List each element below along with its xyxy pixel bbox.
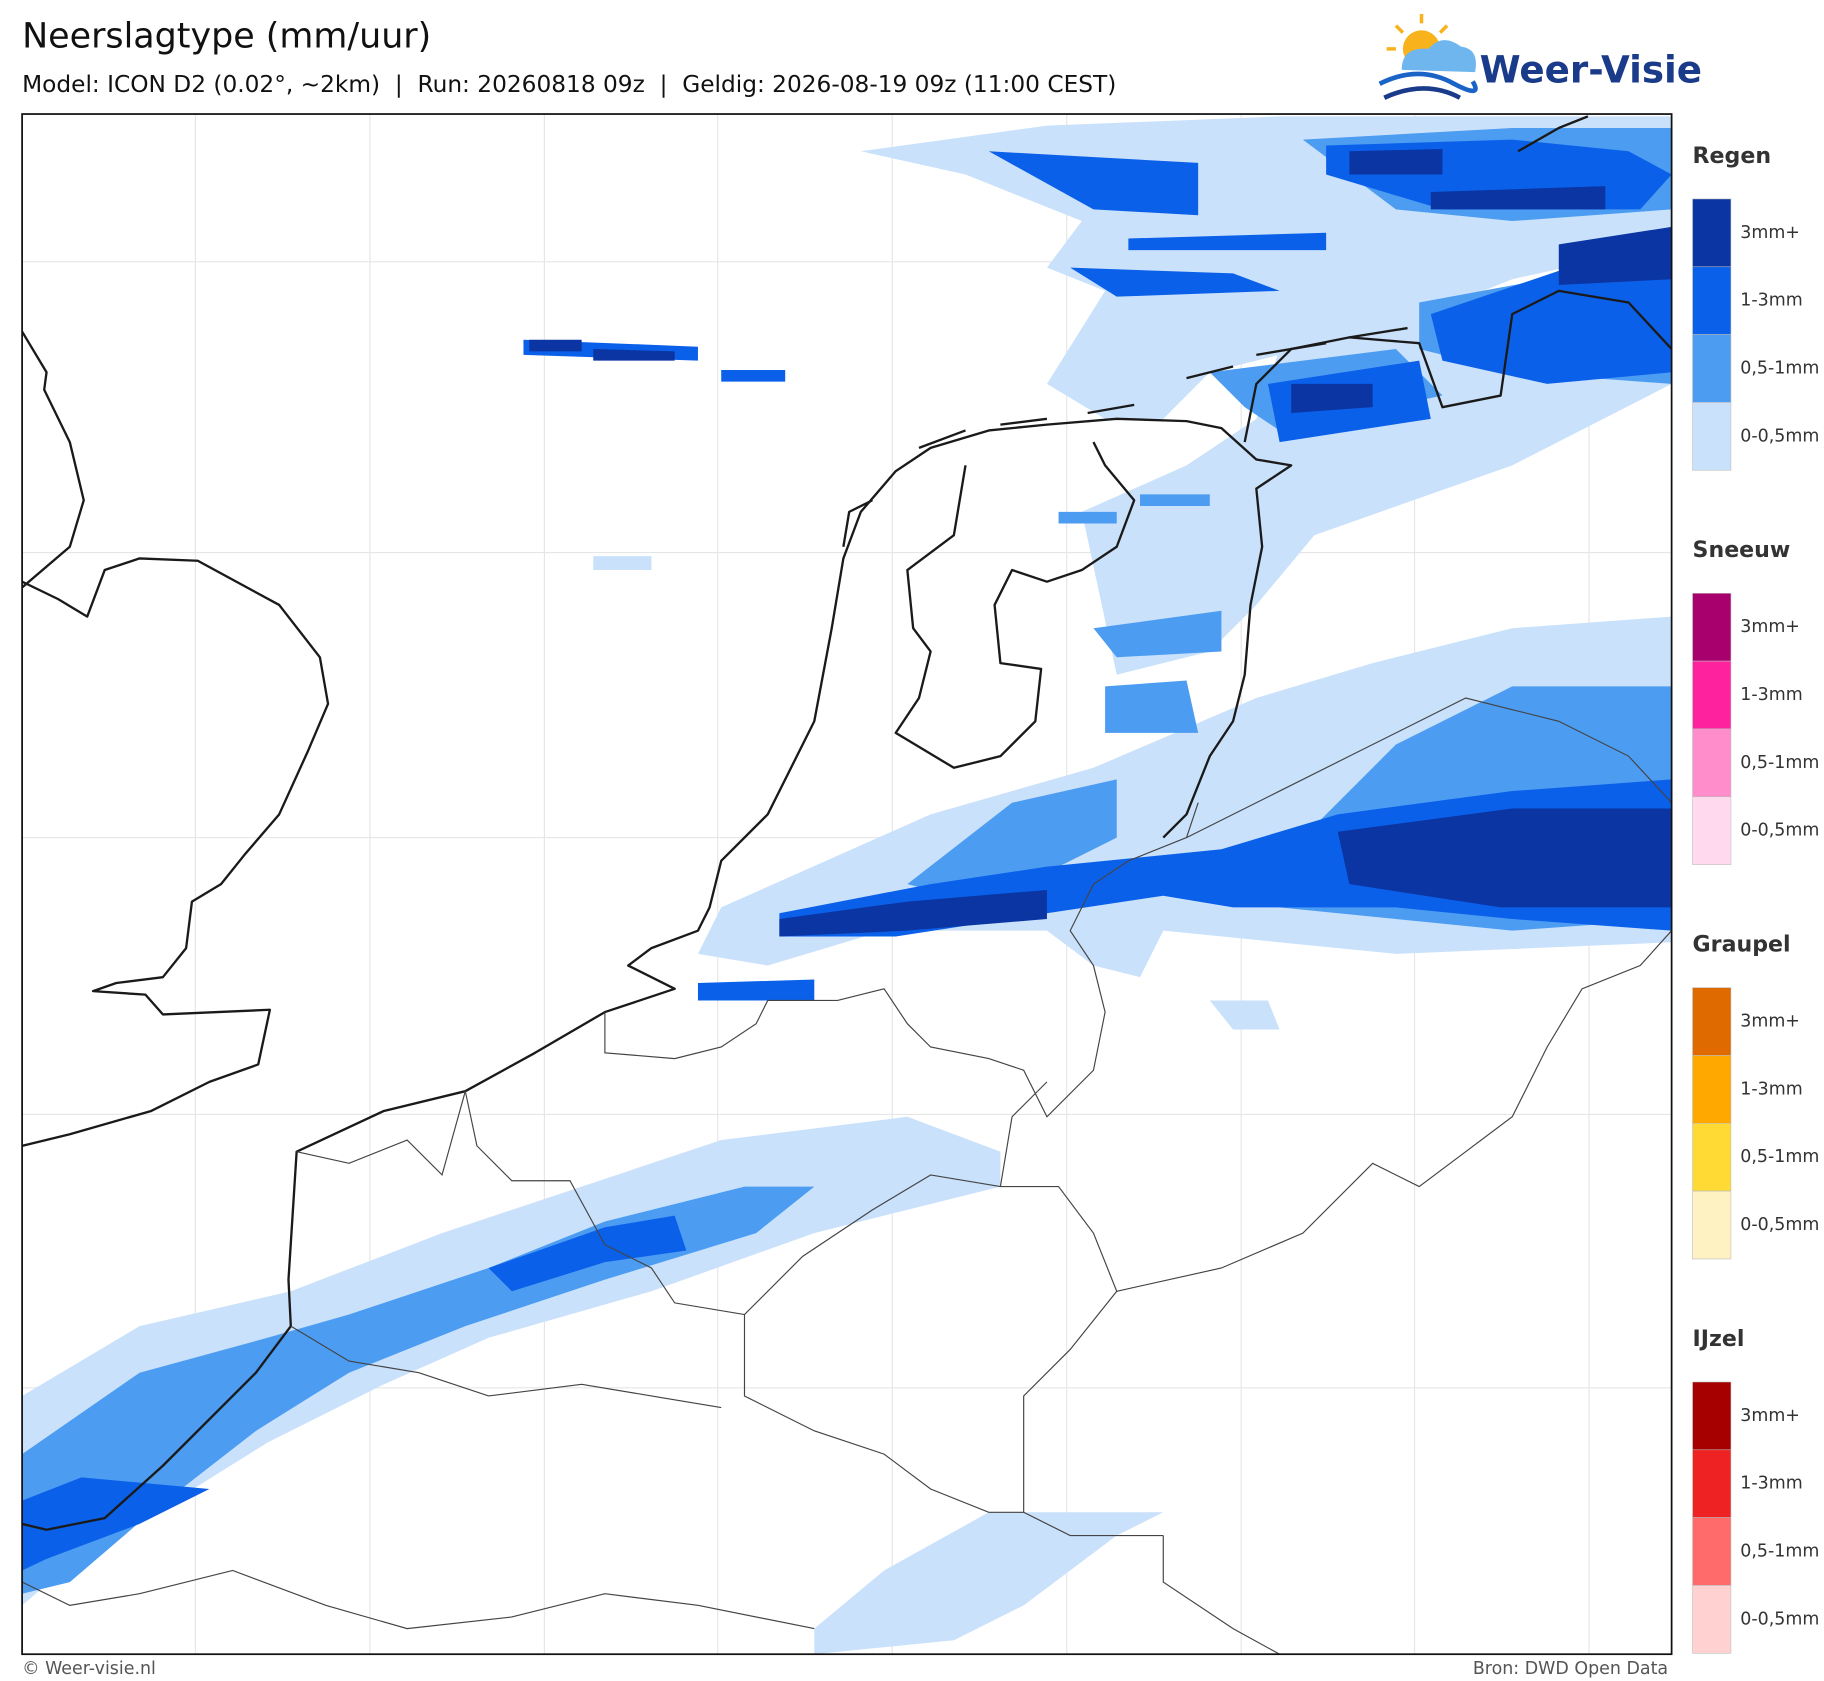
legend-label: 1-3mm — [1740, 291, 1802, 311]
legend-swatch — [1692, 1449, 1732, 1518]
legend-title: Graupel — [1693, 932, 1791, 958]
borders — [22, 697, 1672, 1655]
legend-swatch — [1692, 402, 1732, 471]
footer-right: Bron: DWD Open Data — [1473, 1659, 1668, 1679]
logo-text: Weer-Visie — [1480, 48, 1702, 92]
legend-label: 1-3mm — [1740, 1079, 1802, 1099]
legend-label: 0,5-1mm — [1740, 1147, 1819, 1167]
legend-title: Sneeuw — [1693, 537, 1791, 563]
legend-swatch — [1692, 1055, 1732, 1124]
legend-swatch — [1692, 1517, 1732, 1586]
legend-swatch — [1692, 593, 1732, 662]
coastlines — [22, 115, 1672, 1531]
legend-label: 0,5-1mm — [1740, 359, 1819, 379]
legend-swatch — [1692, 1585, 1732, 1654]
map-frame — [21, 113, 1673, 1656]
legend-label: 1-3mm — [1740, 685, 1802, 705]
legend-label: 3mm+ — [1740, 1406, 1800, 1426]
legend-title: Regen — [1693, 143, 1772, 169]
legend-label: 3mm+ — [1740, 1012, 1800, 1032]
title: Neerslagtype (mm/uur) — [22, 17, 431, 57]
legend-swatch — [1692, 728, 1732, 798]
legend-swatch — [1692, 1122, 1732, 1192]
legend-swatch — [1692, 660, 1732, 730]
subtitle: Model: ICON D2 (0.02°, ~2km) | Run: 2026… — [22, 71, 1116, 98]
legend-label: 3mm+ — [1740, 617, 1800, 637]
legend-swatch — [1692, 987, 1732, 1056]
legend-swatch — [1692, 334, 1732, 403]
legend-swatch — [1692, 198, 1732, 268]
logo: Weer-Visie — [1378, 13, 1702, 100]
map — [22, 114, 1672, 1655]
legend-swatch — [1692, 1381, 1732, 1451]
precipitation — [22, 116, 1672, 1655]
legend-label: 0-0,5mm — [1740, 426, 1819, 446]
legend-swatch — [1692, 266, 1732, 335]
legend-label: 1-3mm — [1740, 1474, 1802, 1494]
legend: Regen 3mm+ 1-3mm 0,5-1mm 0-0,5mm Sneeuw 3mm+ 1-… — [1692, 143, 1819, 1654]
legend-label: 0,5-1mm — [1740, 1542, 1819, 1562]
footer-left: © Weer-visie.nl — [22, 1659, 156, 1679]
legend-label: 0,5-1mm — [1740, 753, 1819, 773]
legend-title: IJzel — [1693, 1326, 1745, 1352]
legend-swatch — [1692, 1190, 1732, 1260]
legend-label: 0-0,5mm — [1740, 821, 1819, 841]
legend-label: 0-0,5mm — [1740, 1215, 1819, 1235]
legend-label: 3mm+ — [1740, 223, 1800, 243]
legend-label: 0-0,5mm — [1740, 1609, 1819, 1629]
legend-swatch — [1692, 796, 1732, 865]
